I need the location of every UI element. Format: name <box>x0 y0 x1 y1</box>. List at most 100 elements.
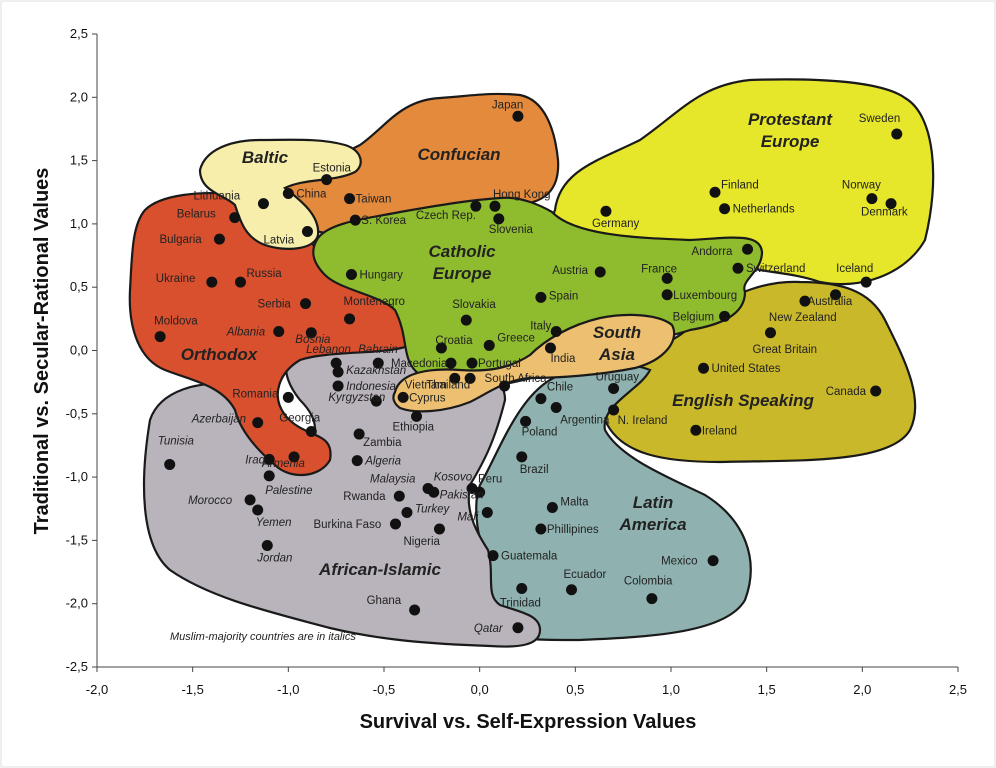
label-lebanon: Lebanon <box>306 344 351 356</box>
point-mexico <box>707 555 719 567</box>
point-burkina-faso <box>389 518 401 530</box>
label-s-korea: S. Korea <box>361 215 406 227</box>
point-malta <box>546 501 558 513</box>
label-greece: Greece <box>497 332 535 344</box>
label-zambia: Zambia <box>363 437 402 449</box>
label-indonesia: Indonesia <box>346 381 396 393</box>
point-indonesia <box>332 380 344 392</box>
y-tick-label: 1,0 <box>70 216 88 231</box>
region-label-line: Catholic <box>428 242 496 261</box>
label-norway: Norway <box>842 180 881 192</box>
label-germany: Germany <box>592 218 640 230</box>
label-bulgaria: Bulgaria <box>159 234 202 246</box>
label-ireland: Ireland <box>702 425 737 437</box>
point-belarus <box>229 212 241 224</box>
point-s-korea <box>349 214 361 226</box>
point-turkey <box>401 507 413 519</box>
point-switzerland <box>732 262 744 274</box>
point-denmark <box>885 198 897 210</box>
point-pakistan <box>474 486 486 498</box>
label-united-states: United States <box>712 363 781 375</box>
label-belarus: Belarus <box>177 209 216 221</box>
axes: -2,0 -1,5 -1,0 -0,5 0,0 0,5 1,0 1,5 2,0 2,5 2,52,… <box>66 26 967 697</box>
point-colombia <box>646 593 658 605</box>
point-slovakia <box>460 314 472 326</box>
label-hong-kong: Hong Kong <box>493 189 551 201</box>
label-south-africa: South Africa <box>485 373 548 385</box>
label-poland: Poland <box>522 426 558 438</box>
y-tick-label: -0,5 <box>66 406 88 421</box>
x-tick-label: 1,5 <box>758 682 776 697</box>
label-serbia: Serbia <box>258 299 292 311</box>
region-label-line: America <box>618 515 686 534</box>
label-canada: Canada <box>826 386 867 398</box>
point-romania <box>282 391 294 403</box>
point-taiwan <box>344 193 356 205</box>
label-russia: Russia <box>247 268 283 280</box>
point-austria <box>594 266 606 278</box>
label-kosovo: Kosovo <box>434 471 473 483</box>
label-n-ireland: N. Ireland <box>618 415 668 427</box>
label-nigeria: Nigeria <box>403 536 440 548</box>
label-italy: Italy <box>530 321 551 333</box>
label-india: India <box>550 353 576 365</box>
label-france: France <box>641 263 677 275</box>
point-andorra <box>742 243 754 255</box>
point-thailand <box>464 372 476 384</box>
point-n-ireland <box>608 404 620 416</box>
point-canada <box>870 385 882 397</box>
label-lithuania: Lithuania <box>193 191 240 203</box>
point-armenia <box>288 451 300 463</box>
label-china: China <box>296 189 327 201</box>
region-label-line: Confucian <box>417 145 500 164</box>
point-nigeria <box>433 523 445 535</box>
point-netherlands <box>719 203 731 215</box>
point-serbia <box>300 298 312 310</box>
point-france <box>661 272 673 284</box>
point-albania <box>273 326 285 338</box>
label-morocco: Morocco <box>188 495 233 507</box>
point-ethiopia <box>411 410 423 422</box>
x-tick-label: 0,0 <box>471 682 489 697</box>
label-kazakhstan: Kazakhstan <box>346 365 406 377</box>
point-greece <box>483 339 495 351</box>
x-tick-label: -1,5 <box>181 682 203 697</box>
x-tick-label: -2,0 <box>86 682 108 697</box>
region-blob-baltic <box>198 138 362 250</box>
point-algeria <box>351 455 363 467</box>
label-ukraine: Ukraine <box>156 273 196 285</box>
label-guatemala: Guatemala <box>501 551 558 563</box>
label-montenegro: Montenegro <box>344 296 405 308</box>
label-latvia: Latvia <box>263 234 294 246</box>
label-switzerland: Switzerland <box>746 263 805 275</box>
y-tick-label: -2,5 <box>66 659 88 674</box>
label-brazil: Brazil <box>520 464 549 476</box>
label-czech-rep: Czech Rep. <box>416 210 476 222</box>
point-italy <box>550 326 562 338</box>
point-finland <box>709 186 721 198</box>
region-label-line: Europe <box>761 132 820 151</box>
label-jordan: Jordan <box>256 552 292 564</box>
label-ecuador: Ecuador <box>564 569 607 581</box>
label-argentina: Argentina <box>560 414 610 426</box>
region-labels: Baltic Confucian Protestant Europe Catholic E… <box>181 110 834 579</box>
point-estonia <box>321 174 333 186</box>
point-jordan <box>261 539 273 551</box>
point-georgia <box>305 426 317 438</box>
point-germany <box>600 205 612 217</box>
point-qatar <box>512 622 524 634</box>
label-turkey: Turkey <box>415 504 451 516</box>
label-malta: Malta <box>560 496 589 508</box>
x-tick-label: 2,5 <box>949 682 967 697</box>
region-label-line: Orthodox <box>181 345 259 364</box>
label-estonia: Estonia <box>313 163 352 175</box>
label-bahrain: Bahrain <box>358 344 398 356</box>
point-portugal <box>466 357 478 369</box>
region-label: Latin America <box>618 493 686 534</box>
label-andorra: Andorra <box>692 246 734 258</box>
region-label: South Asia <box>593 323 641 364</box>
y-tick-label: 1,5 <box>70 153 88 168</box>
region-blob-south-asia <box>392 313 676 413</box>
point-bahrain <box>372 357 384 369</box>
